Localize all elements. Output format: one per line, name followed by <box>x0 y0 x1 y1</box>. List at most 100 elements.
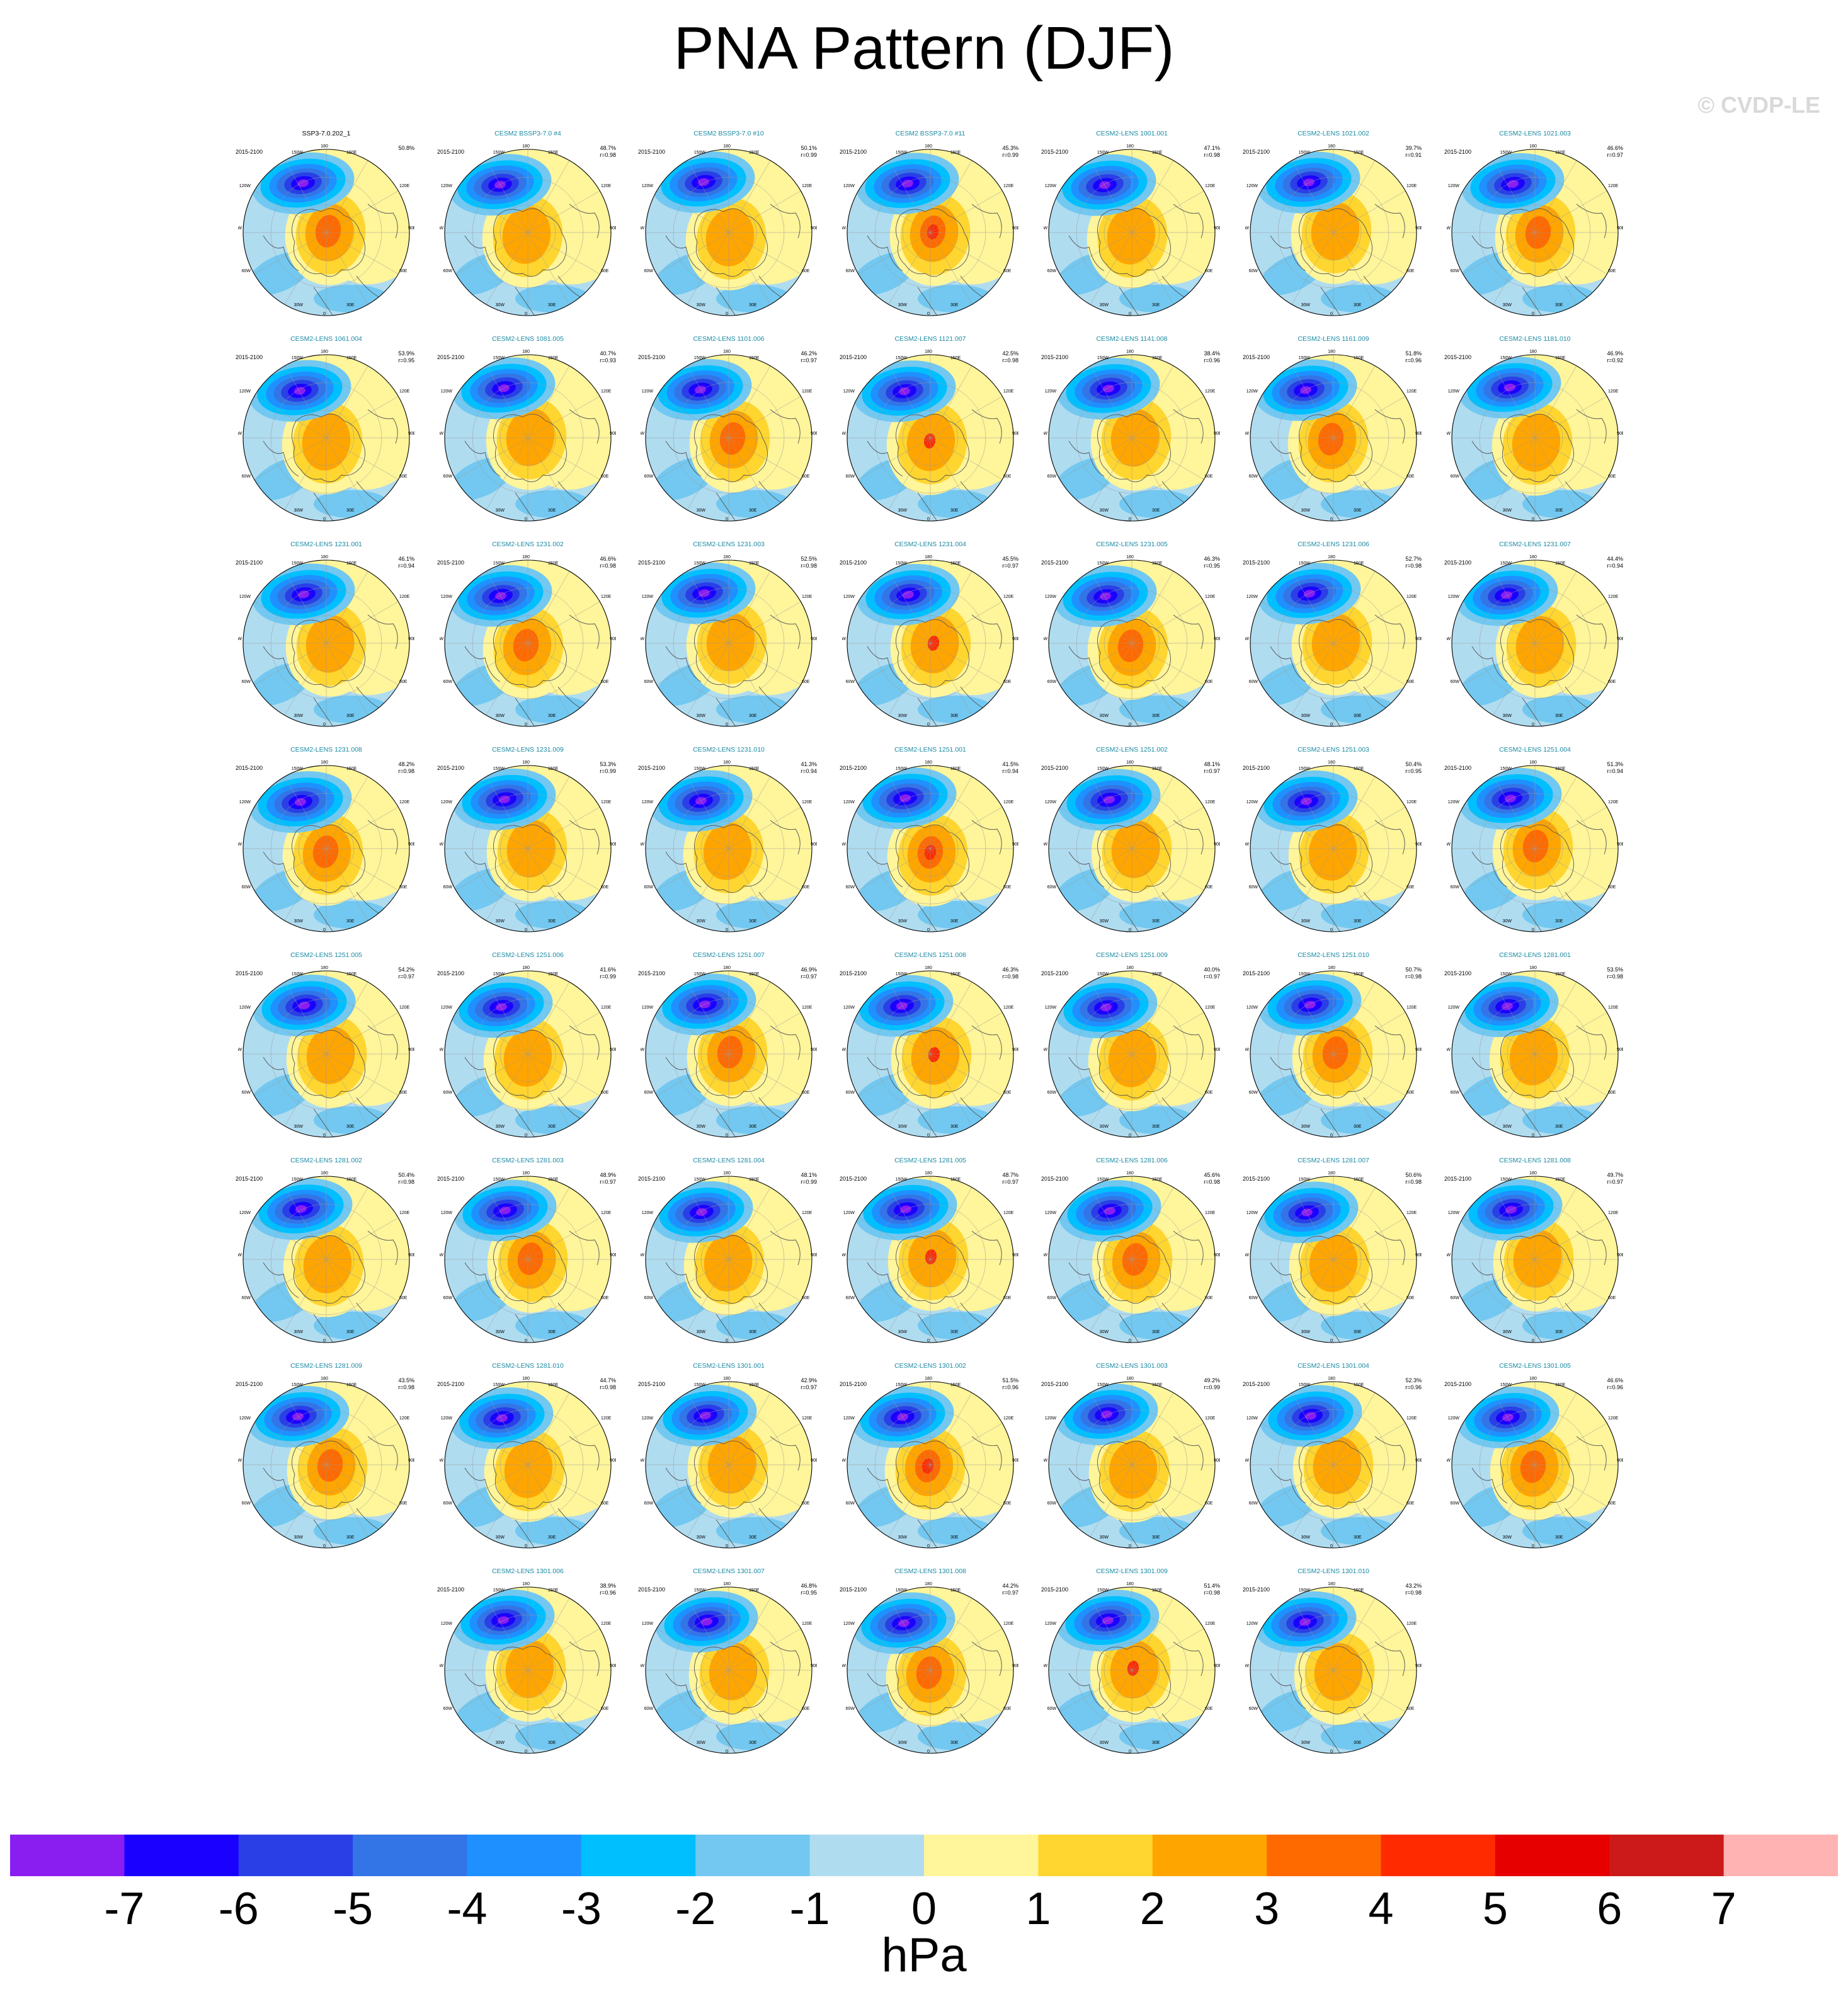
panel-pattern-correlation: r=0.97 <box>801 1384 817 1390</box>
longitude-label: 150E <box>1555 1383 1566 1387</box>
longitude-label: 120E <box>1608 800 1619 805</box>
longitude-label: 90W <box>1044 226 1047 231</box>
panel-period: 2015-2100 <box>1243 1586 1270 1593</box>
map-panel: CESM2-LENS 1061.004 180 150W 150E 120W 120E 90… <box>232 335 421 532</box>
panel-variance-explained: 46.1% <box>398 556 414 562</box>
longitude-label: 60E <box>1003 1296 1012 1300</box>
map-panel: CESM2-LENS 1081.005 180 150W 150E 120W 120E 90… <box>433 335 622 532</box>
panel-title: CESM2-LENS 1281.002 <box>290 1157 362 1164</box>
longitude-label: 90E <box>1415 1253 1422 1258</box>
longitude-label: 180 <box>925 350 932 354</box>
panel-pattern-correlation: r=0.99 <box>801 152 817 158</box>
colorbar-tick-label: -5 <box>333 1884 374 1934</box>
longitude-label: 90W <box>1044 1458 1047 1463</box>
longitude-label: 90W <box>1044 842 1047 847</box>
longitude-label: 60E <box>1406 885 1415 890</box>
panel-stats: 46.3% r=0.98 <box>1002 966 1018 980</box>
longitude-label: 60W <box>644 269 654 273</box>
longitude-label: 60E <box>1205 1501 1213 1506</box>
polar-map: 180 150W 150E 120W 120E 90W 90E 60W 60E 30W 30E 0 <box>238 966 414 1138</box>
longitude-label: 0 <box>323 312 326 316</box>
longitude-label: 120W <box>1448 184 1460 188</box>
longitude-label: 90W <box>1245 226 1249 231</box>
panel-pattern-correlation: r=0.97 <box>1204 973 1220 980</box>
map-panel: CESM2-LENS 1301.008 180 150W 150E 120W 120E 90… <box>836 1567 1025 1764</box>
longitude-label: 120E <box>601 184 612 188</box>
longitude-label: 180 <box>321 144 328 149</box>
longitude-label: 150E <box>1354 767 1364 771</box>
longitude-label: 150E <box>950 1177 961 1182</box>
panel-title: CESM2-LENS 1251.006 <box>492 951 564 959</box>
longitude-label: 30E <box>1555 714 1563 718</box>
longitude-label: 150W <box>694 356 706 360</box>
longitude-label: 60E <box>1003 1501 1012 1506</box>
colorbar-tick-label: -4 <box>447 1884 488 1934</box>
longitude-label: 150W <box>1097 356 1109 360</box>
longitude-label: 30E <box>1152 1535 1160 1540</box>
map-panel: CESM2-LENS 1161.009 180 150W 150E 120W 120E 90… <box>1239 335 1428 532</box>
panel-title: CESM2-LENS 1251.008 <box>894 951 966 959</box>
longitude-label: 90W <box>440 432 443 436</box>
longitude-label: 120E <box>1406 184 1417 188</box>
panel-pattern-correlation: r=0.95 <box>1405 768 1422 774</box>
longitude-label: 90E <box>1012 1664 1018 1668</box>
longitude-label: 120E <box>1003 1211 1014 1215</box>
longitude-label: 150E <box>548 1588 559 1593</box>
longitude-label: 30W <box>294 1330 304 1334</box>
map-panel: CESM2-LENS 1251.004 180 150W 150E 120W 120E 90… <box>1440 746 1629 943</box>
longitude-label: 60E <box>1406 1501 1415 1506</box>
panel-stats: 53.9% r=0.95 <box>398 350 414 364</box>
panel-title: CESM2-LENS 1281.009 <box>290 1362 362 1370</box>
longitude-label: 150E <box>950 767 961 771</box>
longitude-label: 60W <box>242 474 251 479</box>
longitude-label: 60W <box>1249 885 1258 890</box>
colorbar-swatch <box>238 1835 353 1876</box>
panel-variance-explained: 39.7% <box>1405 145 1422 151</box>
panel-pattern-correlation: r=0.96 <box>1204 357 1220 364</box>
longitude-label: 30W <box>697 1125 706 1129</box>
longitude-label: 60W <box>242 269 251 273</box>
longitude-label: 180 <box>321 350 328 354</box>
longitude-label: 60E <box>1406 269 1415 273</box>
panel-title: CESM2-LENS 1231.005 <box>1096 541 1168 548</box>
longitude-label: 0 <box>525 928 527 932</box>
longitude-label: 60E <box>802 1707 810 1711</box>
longitude-label: 120W <box>1045 800 1057 805</box>
longitude-label: 180 <box>321 966 328 970</box>
longitude-label: 30E <box>548 1535 556 1540</box>
figure-title: PNA Pattern (DJF) <box>673 14 1175 82</box>
longitude-label: 150W <box>694 151 706 155</box>
panel-variance-explained: 38.4% <box>1204 350 1220 357</box>
longitude-label: 30E <box>749 714 757 718</box>
longitude-label: 30E <box>1152 919 1160 924</box>
longitude-label: 120W <box>441 1006 453 1010</box>
map-panel: CESM2-LENS 1121.007 180 150W 150E 120W 120E 90… <box>836 335 1025 532</box>
longitude-label: 180 <box>522 350 530 354</box>
map-panel: CESM2-LENS 1231.006 180 150W 150E 120W 120E 90… <box>1239 541 1428 737</box>
longitude-label: 90W <box>1447 226 1451 231</box>
longitude-label: 150W <box>292 1383 304 1387</box>
longitude-label: 0 <box>927 312 930 316</box>
longitude-label: 150E <box>1555 767 1566 771</box>
longitude-label: 30W <box>1100 508 1109 513</box>
panel-period: 2015-2100 <box>1243 149 1270 155</box>
panel-stats: 42.5% r=0.98 <box>1002 350 1018 364</box>
longitude-label: 60W <box>443 680 453 684</box>
longitude-label: 60E <box>601 885 609 890</box>
longitude-label: 120E <box>1205 1416 1216 1421</box>
longitude-label: 30E <box>346 508 355 513</box>
polar-map: 180 150W 150E 120W 120E 90W 90E 60W 60E 30W 30E 0 <box>238 350 414 522</box>
polar-map: 180 150W 150E 120W 120E 90W 90E 60W 60E 30W 30E 0 <box>238 1377 414 1549</box>
longitude-label: 60E <box>399 269 408 273</box>
longitude-label: 0 <box>525 1133 527 1138</box>
longitude-label: 0 <box>525 1544 527 1549</box>
longitude-label: 150E <box>548 356 559 360</box>
colorbar-tick-label: 1 <box>1025 1884 1051 1934</box>
longitude-label: 0 <box>1129 517 1131 522</box>
longitude-label: 30W <box>697 1741 706 1745</box>
longitude-label: 90E <box>1415 1458 1422 1463</box>
longitude-label: 90E <box>408 1048 414 1052</box>
longitude-label: 150E <box>950 972 961 977</box>
longitude-label: 30E <box>548 919 556 924</box>
longitude-label: 60E <box>1003 269 1012 273</box>
